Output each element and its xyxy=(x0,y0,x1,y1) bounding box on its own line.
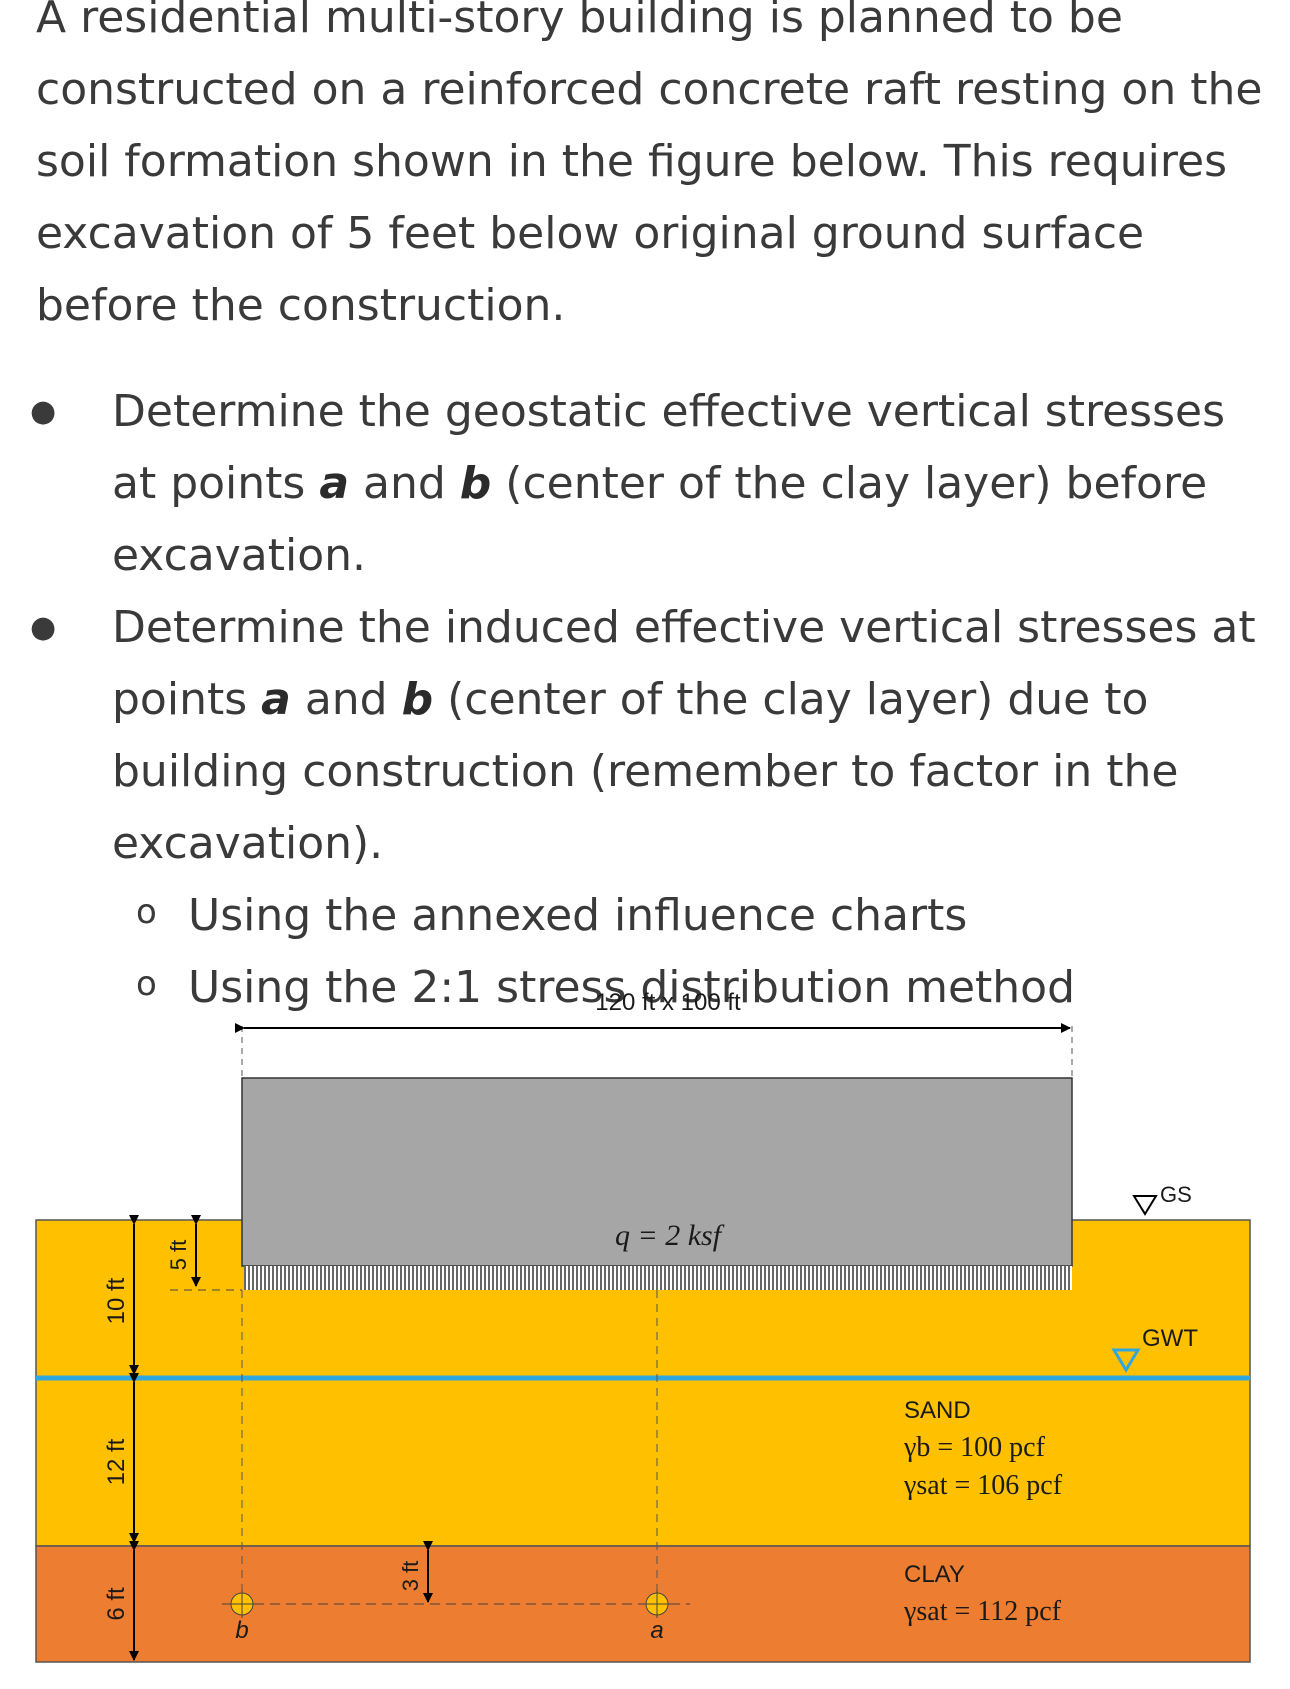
task-item: Determine the induced effective vertical… xyxy=(30,592,1262,1024)
dim-6ft-label: 6 ft xyxy=(103,1587,130,1621)
point-a-label: a xyxy=(650,1617,663,1644)
dim-10ft-label: 10 ft xyxy=(103,1277,130,1324)
ground-surface-label: GS xyxy=(1160,1182,1192,1207)
point-b-marker xyxy=(228,1590,256,1618)
method-item: Using the annexed influence charts xyxy=(136,876,1262,952)
clay-gamma-sat: γsat = 112 pcf xyxy=(903,1596,1062,1627)
task-item: Determine the geostatic effective vertic… xyxy=(30,376,1262,592)
point-b-ref: b xyxy=(401,674,434,725)
point-b-label: b xyxy=(235,1617,248,1644)
raft-foundation xyxy=(241,1077,1073,1267)
method-list: Using the annexed influence charts Using… xyxy=(136,876,1262,1024)
water-table-label: GWT xyxy=(1142,1325,1198,1352)
sand-label: SAND xyxy=(904,1397,971,1424)
point-a-marker xyxy=(643,1590,671,1618)
clay-label: CLAY xyxy=(904,1561,965,1588)
raft-hatch xyxy=(244,1266,1072,1290)
point-a-ref: a xyxy=(319,458,350,509)
point-a-ref: a xyxy=(261,674,291,725)
dim-5ft-label: 5 ft xyxy=(166,1240,191,1271)
sand-gamma-b: γb = 100 pcf xyxy=(903,1432,1046,1463)
method-item: Using the 2:1 stress distribution method xyxy=(136,948,1262,1024)
point-b-ref: b xyxy=(459,458,492,509)
load-label: q = 2 ksf xyxy=(615,1219,725,1252)
ground-surface-marker xyxy=(1132,1195,1158,1216)
dim-12ft-label: 12 ft xyxy=(103,1438,130,1485)
task-list: Determine the geostatic effective vertic… xyxy=(30,376,1262,1024)
sand-gamma-sat: γsat = 106 pcf xyxy=(903,1470,1063,1501)
dim-3ft-label: 3 ft xyxy=(398,1561,423,1592)
water-table-marker xyxy=(1111,1348,1141,1373)
problem-intro: A residential multi-story building is pl… xyxy=(36,0,1263,331)
soil-profile-figure: 120 ft x 100 ft q = 2 ksf b a 10 ft 12 f… xyxy=(35,990,1251,1663)
raft-dimensions: 120 ft x 100 ft xyxy=(595,990,741,1016)
